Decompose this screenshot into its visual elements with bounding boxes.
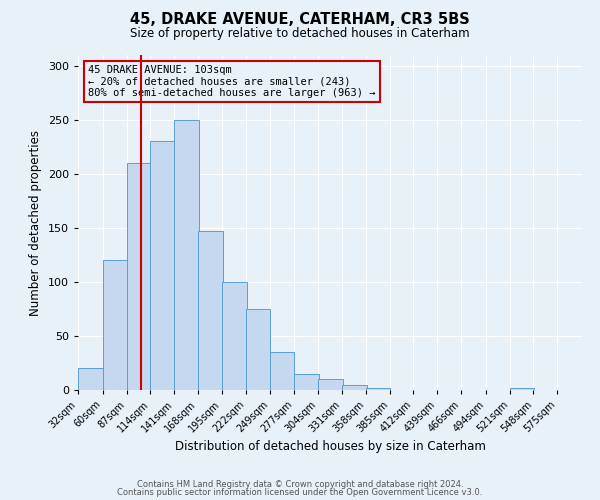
Y-axis label: Number of detached properties: Number of detached properties [29,130,42,316]
Bar [366,388,391,390]
Bar [342,384,367,390]
Bar [318,379,343,390]
Bar [151,142,175,390]
Bar [222,282,247,390]
Bar [174,120,199,390]
Bar [509,388,535,390]
Bar [198,231,223,390]
Bar [246,309,271,390]
Text: 45, DRAKE AVENUE, CATERHAM, CR3 5BS: 45, DRAKE AVENUE, CATERHAM, CR3 5BS [130,12,470,28]
Text: Size of property relative to detached houses in Caterham: Size of property relative to detached ho… [130,28,470,40]
Text: Contains HM Land Registry data © Crown copyright and database right 2024.: Contains HM Land Registry data © Crown c… [137,480,463,489]
Bar [78,368,103,390]
Bar [103,260,127,390]
Text: Contains public sector information licensed under the Open Government Licence v3: Contains public sector information licen… [118,488,482,497]
Bar [127,163,151,390]
Text: 45 DRAKE AVENUE: 103sqm
← 20% of detached houses are smaller (243)
80% of semi-d: 45 DRAKE AVENUE: 103sqm ← 20% of detache… [88,65,376,98]
Bar [294,374,319,390]
Bar [269,352,294,390]
X-axis label: Distribution of detached houses by size in Caterham: Distribution of detached houses by size … [175,440,485,452]
